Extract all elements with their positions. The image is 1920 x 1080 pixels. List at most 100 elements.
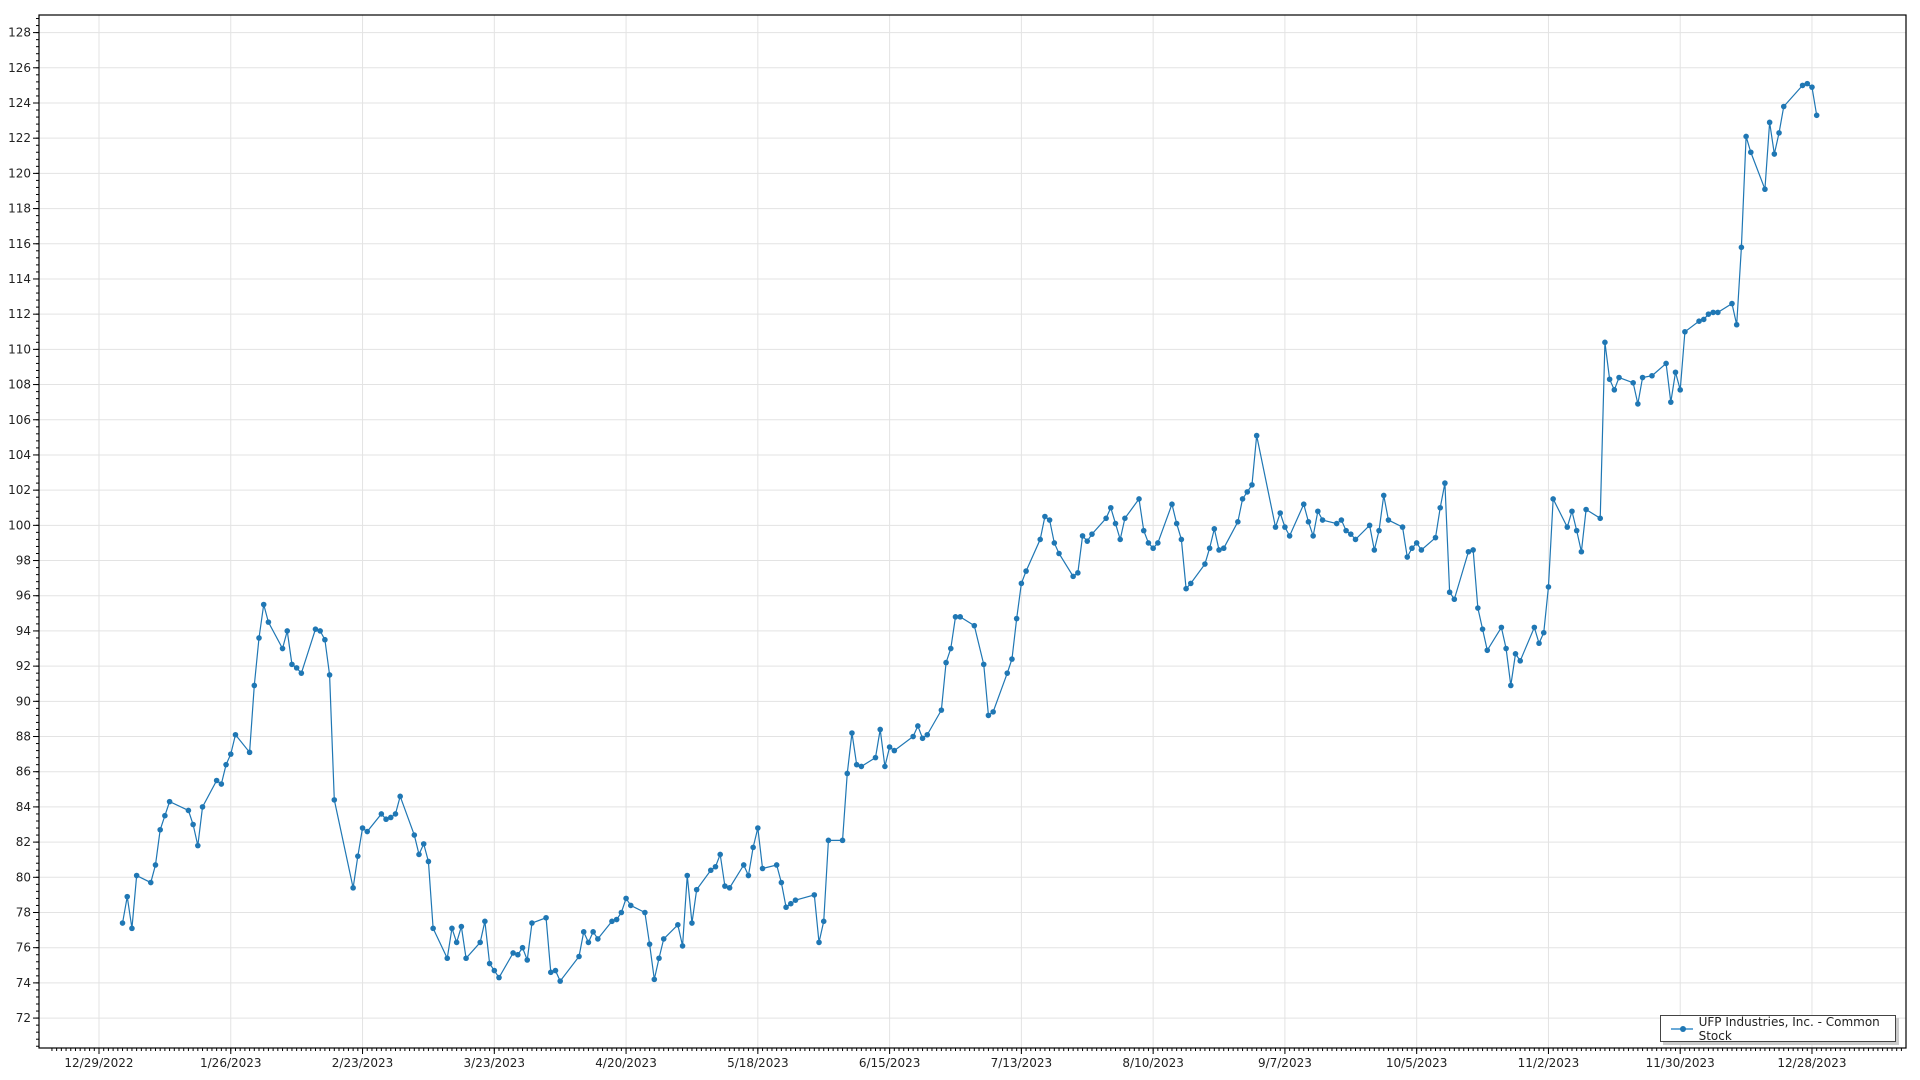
data-point (1333, 520, 1340, 527)
data-point (1738, 244, 1745, 251)
data-point (284, 628, 291, 634)
data-point (378, 811, 385, 817)
data-point (971, 622, 978, 629)
data-point (190, 821, 196, 828)
data-point (199, 804, 206, 810)
data-point (1380, 492, 1387, 499)
data-point (317, 628, 323, 634)
data-point (552, 967, 559, 974)
data-point (576, 953, 582, 960)
data-point (1140, 527, 1147, 534)
data-point (1117, 536, 1124, 543)
data-point (350, 885, 356, 891)
data-point (1253, 432, 1260, 439)
data-point (1122, 515, 1128, 522)
data-point (957, 614, 963, 620)
data-point (1597, 515, 1604, 522)
legend: UFP Industries, Inc. - Common Stock (1660, 1015, 1896, 1043)
data-point (1211, 526, 1218, 532)
data-point (1602, 339, 1608, 346)
data-point (1187, 580, 1194, 587)
data-point (689, 920, 695, 926)
data-point (1183, 585, 1189, 592)
data-point (651, 976, 658, 983)
data-point (943, 659, 949, 666)
y-tick-label: 78 (16, 905, 31, 919)
data-point (985, 712, 992, 719)
data-point (1550, 496, 1556, 502)
data-point (260, 601, 267, 608)
data-point (750, 844, 756, 851)
data-point (1479, 626, 1486, 632)
data-point (1155, 540, 1161, 546)
data-point (783, 904, 789, 911)
data-point (223, 761, 229, 768)
data-point (524, 957, 531, 963)
data-point (1432, 534, 1439, 541)
data-point (1413, 540, 1420, 546)
data-point (1310, 533, 1316, 539)
data-point (1173, 520, 1180, 527)
data-point (129, 925, 135, 932)
data-point (1249, 482, 1255, 488)
y-tick-label: 72 (16, 1011, 31, 1025)
data-point (1583, 506, 1589, 513)
data-point (1366, 522, 1373, 529)
data-point (1202, 561, 1208, 567)
data-point (1079, 533, 1086, 539)
data-point (1169, 501, 1175, 508)
data-point (1145, 540, 1152, 546)
x-tick-label: 12/28/2023 (1777, 1056, 1846, 1070)
data-point (1715, 309, 1721, 316)
data-point (1305, 519, 1312, 525)
data-point (477, 939, 483, 946)
y-tick-label: 108 (8, 378, 31, 392)
data-point (660, 936, 667, 942)
y-tick-label: 122 (8, 131, 31, 145)
data-point (1762, 186, 1768, 193)
data-point (425, 858, 432, 865)
data-point (820, 918, 827, 925)
data-point (858, 763, 865, 770)
data-point (1446, 589, 1453, 596)
data-point (642, 909, 648, 916)
data-point (759, 865, 766, 872)
data-point (232, 731, 239, 738)
data-point (1536, 640, 1542, 647)
data-point (1451, 596, 1458, 603)
data-point (1282, 524, 1288, 530)
data-point (152, 862, 159, 868)
data-point (1235, 519, 1241, 525)
data-point (1136, 496, 1142, 502)
data-point (1352, 536, 1359, 543)
data-point (590, 929, 596, 935)
data-point (279, 645, 286, 652)
data-point (755, 825, 761, 831)
data-point (1404, 554, 1411, 560)
plot-frame (38, 14, 1907, 1049)
data-point (355, 853, 361, 859)
x-tick-label: 6/15/2023 (859, 1056, 921, 1070)
data-point (877, 726, 883, 733)
x-tick-label: 10/5/2023 (1386, 1056, 1448, 1070)
data-point (1663, 360, 1669, 367)
y-tick-label: 96 (16, 589, 31, 603)
data-point (580, 929, 587, 935)
data-point (891, 747, 898, 754)
y-tick-label: 84 (16, 800, 31, 814)
data-point (1484, 647, 1491, 654)
y-tick-label: 120 (8, 166, 31, 180)
data-point (185, 807, 192, 814)
data-point (1343, 527, 1349, 534)
data-point (1107, 504, 1114, 511)
data-point (1371, 547, 1378, 553)
data-point (1705, 311, 1712, 317)
data-point (515, 951, 521, 958)
data-point (491, 967, 498, 974)
x-tick-label: 3/23/2023 (464, 1056, 526, 1070)
data-point (1503, 645, 1509, 652)
data-point (1733, 321, 1740, 328)
data-point (195, 842, 201, 849)
data-point (1319, 517, 1326, 523)
data-point (595, 936, 601, 942)
